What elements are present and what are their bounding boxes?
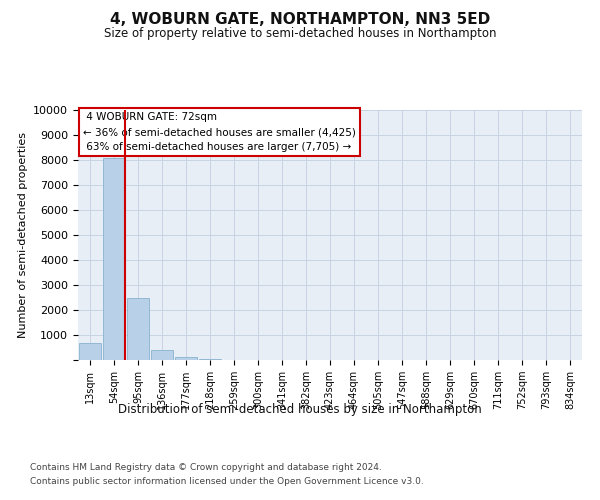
Y-axis label: Number of semi-detached properties: Number of semi-detached properties bbox=[18, 132, 28, 338]
Text: Distribution of semi-detached houses by size in Northampton: Distribution of semi-detached houses by … bbox=[118, 402, 482, 415]
Bar bbox=[175, 357, 197, 360]
Bar bbox=[103, 158, 125, 360]
Text: 4 WOBURN GATE: 72sqm
← 36% of semi-detached houses are smaller (4,425)
 63% of s: 4 WOBURN GATE: 72sqm ← 36% of semi-detac… bbox=[83, 112, 356, 152]
Bar bbox=[151, 350, 173, 360]
Bar bbox=[127, 298, 149, 360]
Text: Contains public sector information licensed under the Open Government Licence v3: Contains public sector information licen… bbox=[30, 478, 424, 486]
Text: Size of property relative to semi-detached houses in Northampton: Size of property relative to semi-detach… bbox=[104, 28, 496, 40]
Text: Contains HM Land Registry data © Crown copyright and database right 2024.: Contains HM Land Registry data © Crown c… bbox=[30, 462, 382, 471]
Text: 4, WOBURN GATE, NORTHAMPTON, NN3 5ED: 4, WOBURN GATE, NORTHAMPTON, NN3 5ED bbox=[110, 12, 490, 28]
Bar bbox=[199, 358, 221, 360]
Bar bbox=[79, 342, 101, 360]
